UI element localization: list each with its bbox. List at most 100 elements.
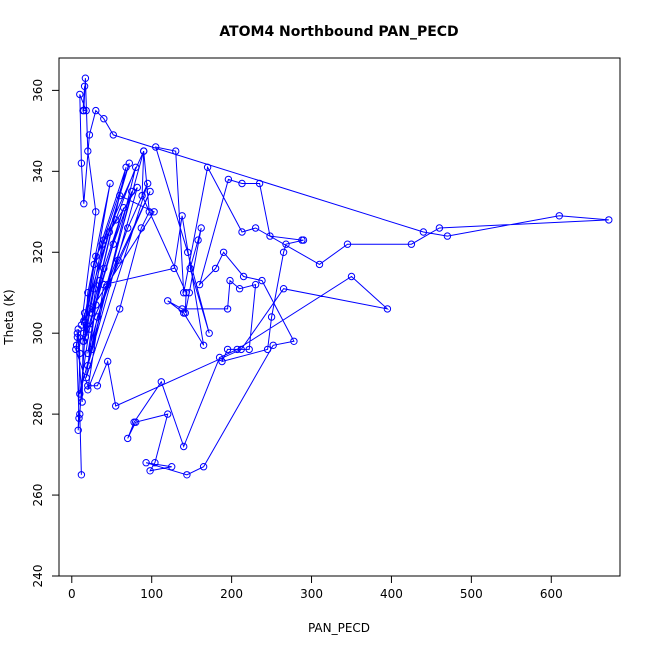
data-point — [145, 208, 154, 216]
x-tick-label: 0 — [68, 587, 76, 601]
data-point — [80, 317, 88, 325]
y-tick-label: 320 — [31, 241, 45, 264]
data-point — [80, 309, 89, 317]
data-point — [116, 191, 124, 200]
data-point — [151, 459, 159, 467]
data-point — [178, 305, 186, 313]
data-point — [79, 337, 87, 345]
data-point — [239, 272, 248, 281]
data-point — [84, 361, 92, 370]
data-point — [347, 272, 356, 281]
data-point — [125, 159, 134, 167]
data-point — [197, 224, 205, 232]
y-tick-label: 340 — [31, 160, 45, 183]
data-point — [84, 382, 92, 390]
data-point — [279, 285, 288, 293]
data-point — [343, 240, 352, 248]
data-point — [85, 305, 94, 313]
data-point — [211, 264, 220, 273]
data-point — [80, 82, 89, 91]
data-point — [233, 345, 241, 354]
data-point — [266, 232, 274, 240]
data-point — [219, 248, 228, 257]
data-point — [79, 106, 87, 115]
data-point — [93, 313, 102, 321]
y-tick-label: 260 — [31, 484, 45, 507]
data-point — [82, 106, 90, 115]
data-point — [279, 248, 288, 257]
data-point — [184, 248, 192, 257]
data-point — [383, 305, 392, 313]
data-point — [180, 289, 188, 297]
data-point — [251, 224, 260, 232]
data-point — [164, 410, 172, 418]
data-point — [73, 329, 82, 337]
data-point — [128, 187, 136, 196]
data-point — [116, 305, 124, 313]
data-point — [109, 240, 118, 248]
data-point — [77, 159, 86, 167]
data-point — [443, 232, 452, 240]
data-point — [81, 74, 90, 82]
x-axis-label: PAN_PECD — [308, 621, 370, 635]
data-point — [114, 256, 122, 264]
y-tick-label: 360 — [31, 79, 45, 102]
data-point — [124, 224, 132, 232]
data-point — [92, 208, 100, 216]
data-point — [132, 163, 140, 172]
data-point — [92, 301, 100, 309]
data-point — [224, 175, 233, 184]
data-point — [223, 345, 232, 354]
data-point — [183, 471, 191, 479]
data-point — [92, 252, 100, 260]
data-point — [205, 329, 213, 337]
data-point — [226, 276, 234, 285]
data-point — [130, 418, 138, 426]
data-point — [298, 236, 306, 244]
data-point — [106, 179, 114, 188]
data-point — [605, 216, 613, 224]
data-point — [80, 200, 88, 208]
data-point — [92, 106, 100, 115]
data-point — [90, 285, 98, 293]
data-point — [168, 463, 176, 471]
data-point — [74, 426, 82, 434]
data-point — [203, 163, 212, 172]
data-point — [218, 357, 226, 366]
data-point — [140, 147, 148, 155]
data-point — [223, 305, 232, 313]
data-point — [235, 285, 244, 293]
data-point — [84, 147, 92, 155]
data-point — [237, 345, 245, 354]
x-tick-label: 600 — [540, 587, 563, 601]
data-point — [82, 374, 90, 382]
x-tick-label: 100 — [140, 587, 163, 601]
data-point — [182, 289, 190, 297]
data-point — [138, 191, 146, 200]
data-point — [133, 183, 142, 192]
data-point — [124, 434, 132, 443]
x-tick-label: 400 — [380, 587, 403, 601]
data-point — [112, 216, 120, 224]
data-point — [81, 333, 90, 341]
data-point — [144, 179, 152, 188]
y-tick-label: 280 — [31, 403, 45, 426]
data-point — [555, 212, 563, 220]
data-point — [194, 236, 202, 244]
data-point — [290, 337, 298, 345]
data-point — [195, 280, 204, 289]
data-point — [84, 349, 92, 358]
data-point — [170, 264, 178, 273]
y-axis: 240 260 280 300 320 340 360 — [31, 79, 60, 587]
data-point — [88, 309, 96, 317]
series-points — [72, 74, 613, 479]
data-point — [90, 260, 98, 269]
data-point — [84, 289, 92, 297]
y-axis-label: Theta (K) — [2, 289, 16, 345]
data-point — [74, 325, 82, 333]
data-point — [75, 414, 83, 422]
data-point — [238, 228, 246, 236]
data-point — [142, 459, 150, 467]
data-point — [419, 228, 428, 236]
